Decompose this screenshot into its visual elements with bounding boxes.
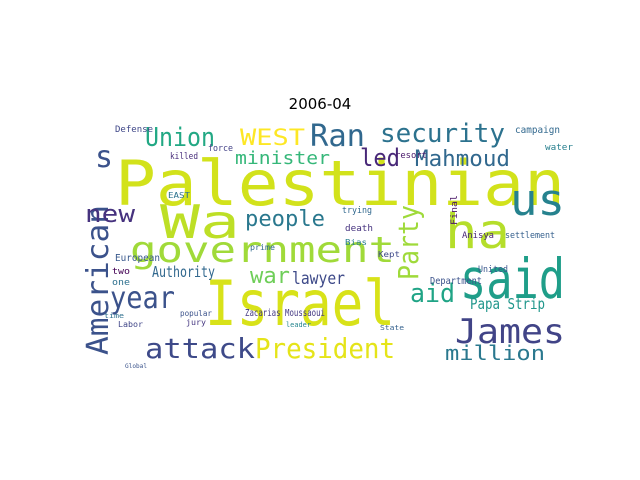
word: new — [85, 200, 136, 228]
word: s — [95, 140, 113, 175]
word: Zacarias Moussaoui — [245, 308, 325, 319]
word: million — [445, 341, 545, 365]
word: Papa Strip — [470, 295, 545, 313]
word: security — [380, 119, 505, 149]
word: jury — [186, 318, 206, 327]
word: two — [112, 267, 130, 277]
word: Union — [145, 123, 215, 153]
word: resort — [395, 151, 427, 161]
word: time — [104, 312, 124, 320]
cloud-area — [65, 118, 575, 370]
word: Department — [430, 276, 482, 287]
word: war — [250, 264, 290, 289]
word: Bias — [345, 238, 367, 247]
word: Israel — [205, 267, 395, 340]
word: trying — [342, 206, 372, 216]
word: European — [115, 253, 160, 264]
word: minister — [235, 148, 330, 169]
word: one — [112, 278, 130, 288]
word: prime — [250, 243, 275, 252]
word: water — [545, 143, 574, 153]
word: Party — [392, 205, 425, 280]
word: American — [81, 205, 116, 355]
word: Authority — [152, 263, 215, 281]
word: James — [455, 312, 565, 352]
word: Final — [450, 195, 460, 225]
word: Ran — [310, 119, 365, 154]
word: us — [510, 175, 565, 226]
word: Palestinian — [115, 147, 565, 220]
word: Kept — [378, 250, 400, 259]
word: government — [130, 230, 395, 271]
word: led — [360, 144, 400, 172]
word: aid — [410, 279, 455, 309]
word: Wa — [160, 195, 240, 249]
word: WEST — [240, 126, 305, 151]
word: people — [245, 207, 325, 232]
word: death — [345, 224, 373, 234]
word: EAST — [168, 191, 190, 200]
word: United — [478, 265, 508, 275]
word: ha — [445, 204, 510, 260]
word: Global — [125, 363, 147, 370]
word: attack — [145, 332, 255, 365]
word: lawyer — [292, 269, 345, 289]
word: year — [110, 281, 175, 316]
word: popular — [180, 309, 212, 318]
title: 2006-04 — [289, 95, 352, 113]
word: said — [460, 247, 565, 311]
word: campaign — [515, 125, 560, 136]
word: State — [380, 324, 404, 332]
word: President — [255, 332, 395, 365]
word: Defense — [115, 125, 153, 135]
word: settlement — [505, 231, 555, 241]
word: killed — [170, 152, 198, 162]
word: Labor — [118, 320, 143, 329]
word: leader — [286, 321, 311, 329]
word: Mahmoud — [415, 147, 510, 172]
word: force — [208, 144, 233, 154]
word: Anisya — [462, 231, 494, 241]
